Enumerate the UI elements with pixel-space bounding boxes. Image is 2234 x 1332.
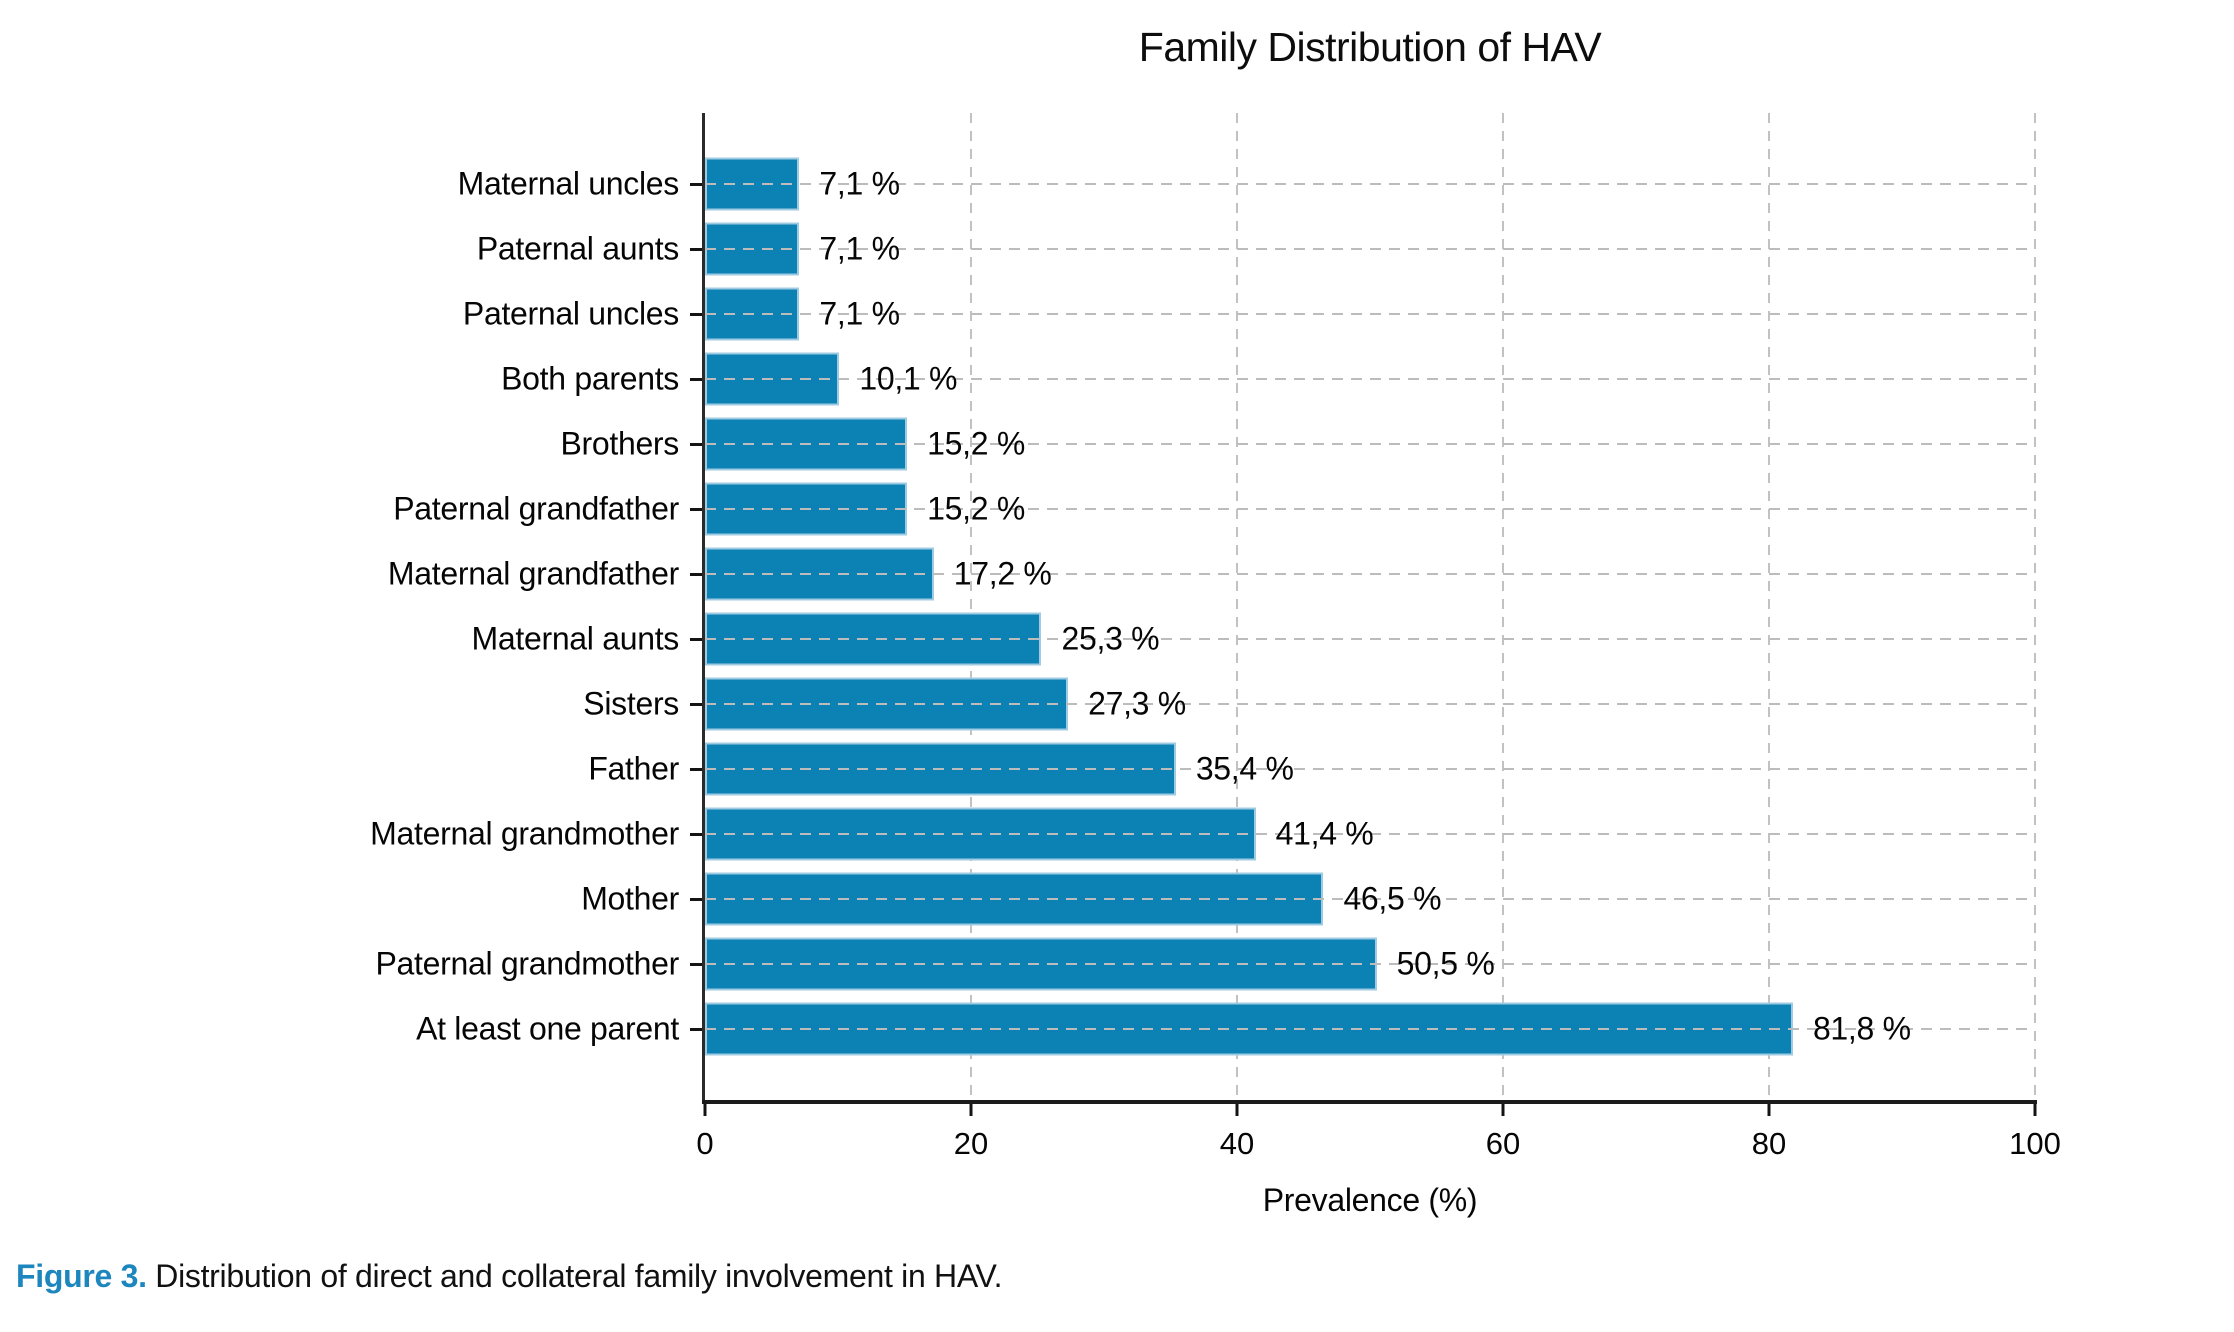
value-label: 15,2 % <box>927 490 1025 526</box>
y-axis-tick <box>690 572 705 576</box>
row-gridline <box>705 637 2035 640</box>
category-label: Sisters <box>583 685 679 721</box>
x-axis-tick <box>2033 1104 2037 1116</box>
row-gridline <box>705 832 2035 835</box>
row-gridline <box>705 897 2035 900</box>
category-label: Both parents <box>501 360 679 396</box>
chart-title: Family Distribution of HAV <box>1138 24 1602 70</box>
column-gridline <box>1502 113 1504 1100</box>
row-gridline <box>705 572 2035 575</box>
category-label: Paternal uncles <box>462 295 679 331</box>
x-axis-title: Prevalence (%) <box>1262 1182 1478 1218</box>
row-gridline <box>705 377 2035 380</box>
bar-row: Maternal aunts 25,3 % <box>472 606 2035 671</box>
y-axis-tick <box>690 962 705 966</box>
x-axis-tick <box>1767 1104 1771 1116</box>
row-gridline <box>705 767 2035 770</box>
y-axis-tick <box>690 767 705 771</box>
x-axis-tick <box>1235 1104 1239 1116</box>
value-label: 41,4 % <box>1275 815 1374 851</box>
bar-row: Maternal grandmother 41,4 % <box>370 801 2035 866</box>
y-axis-tick <box>690 702 705 706</box>
y-axis-tick <box>690 182 705 186</box>
x-axis-tick <box>1501 1104 1505 1116</box>
row-gridline <box>705 507 2035 510</box>
column-gridline <box>1768 113 1770 1100</box>
row-gridline <box>705 182 2035 185</box>
category-label: At least one parent <box>416 1010 679 1046</box>
bar-rows: Maternal uncles 7,1 % Paternal aunts 7,1 % P… <box>370 113 2035 1100</box>
value-label: 7,1 % <box>819 295 900 331</box>
bar-row: At least one parent 81,8 % <box>416 996 2035 1061</box>
value-label: 7,1 % <box>819 165 900 201</box>
x-tick-label: 20 <box>953 1126 989 1161</box>
x-axis-tick <box>969 1104 973 1116</box>
x-tick-label: 80 <box>1751 1126 1787 1161</box>
value-label: 7,1 % <box>819 230 900 266</box>
y-axis-spine <box>702 113 705 1100</box>
x-axis-spine <box>702 1100 2037 1104</box>
bar-row: Paternal grandfather 15,2 % <box>393 476 2035 541</box>
x-tick-label: 40 <box>1219 1126 1255 1161</box>
bar-row: Maternal uncles 7,1 % <box>458 151 2035 216</box>
row-gridline <box>705 1027 2035 1030</box>
row-gridline <box>705 312 2035 315</box>
category-label: Maternal uncles <box>457 165 680 201</box>
column-gridline <box>1236 113 1238 1100</box>
x-axis-tick <box>703 1104 707 1116</box>
category-label: Maternal grandfather <box>387 555 679 591</box>
value-label: 81,8 % <box>1812 1010 1911 1046</box>
y-axis-tick <box>690 442 705 446</box>
x-tick-label: 100 <box>2009 1126 2061 1161</box>
bar-row: Brothers 15,2 % <box>560 411 2035 476</box>
category-label: Brothers <box>560 425 679 461</box>
bar-row: Mother 46,5 % <box>581 866 2035 931</box>
figure-caption-label: Figure 3. <box>16 1258 147 1294</box>
category-label: Maternal aunts <box>471 620 680 656</box>
x-tick-label: 0 <box>696 1126 714 1161</box>
category-label: Mother <box>581 880 679 916</box>
row-gridline <box>705 962 2035 965</box>
row-gridline <box>705 702 2035 705</box>
y-axis-tick <box>690 507 705 511</box>
category-label: Maternal grandmother <box>370 815 679 851</box>
y-axis-tick <box>690 832 705 836</box>
bar-row: Maternal grandfather 17,2 % <box>388 541 2035 606</box>
value-label: 15,2 % <box>927 425 1025 461</box>
bar-row: Both parents 10,1 % <box>501 346 2035 411</box>
bar-row: Paternal aunts 7,1 % <box>477 216 2035 281</box>
value-label: 46,5 % <box>1343 880 1442 916</box>
category-label: Paternal aunts <box>476 230 679 266</box>
category-label: Paternal grandfather <box>393 490 679 526</box>
column-gridline <box>2034 113 2036 1100</box>
category-label: Paternal grandmother <box>375 945 679 981</box>
figure-caption-text: Distribution of direct and collateral fa… <box>146 1258 1003 1294</box>
value-label: 25,3 % <box>1061 620 1160 656</box>
bar-row: Father 35,4 % <box>588 736 2035 801</box>
column-gridline <box>970 113 972 1100</box>
y-axis-tick <box>690 312 705 316</box>
value-label: 35,4 % <box>1195 750 1294 786</box>
y-axis-tick <box>690 377 705 381</box>
bar-row: Paternal grandmother 50,5 % <box>375 931 2035 996</box>
y-axis-tick <box>690 1027 705 1031</box>
figure-caption: Figure 3. Distribution of direct and col… <box>16 1258 1003 1295</box>
value-label: 17,2 % <box>953 555 1052 591</box>
bar-row: Sisters 27,3 % <box>583 671 2035 736</box>
category-label: Father <box>588 750 679 786</box>
bar-row: Paternal uncles 7,1 % <box>463 281 2035 346</box>
y-axis-tick <box>690 247 705 251</box>
y-axis-tick <box>690 637 705 641</box>
row-gridline <box>705 247 2035 250</box>
value-label: 10,1 % <box>859 360 958 396</box>
plot-area: Maternal uncles 7,1 % Paternal aunts 7,1 % P… <box>370 113 2061 1161</box>
x-tick-label: 60 <box>1485 1126 1521 1161</box>
value-label: 27,3 % <box>1088 685 1186 721</box>
value-label: 50,5 % <box>1396 945 1495 981</box>
row-gridline <box>705 442 2035 445</box>
y-axis-tick <box>690 897 705 901</box>
